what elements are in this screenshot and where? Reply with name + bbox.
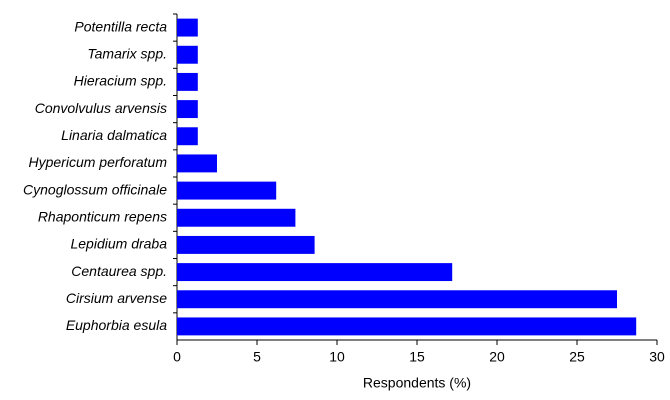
x-tick-label: 15 (409, 349, 425, 365)
bar (177, 181, 277, 200)
y-tick-label: Hypericum perforatum (29, 154, 168, 170)
x-tick-label: 10 (329, 349, 345, 365)
y-tick-label: Potentilla recta (74, 18, 167, 34)
y-tick-label: Tamarix spp. (87, 45, 167, 61)
y-tick-label: Convolvulus arvensis (35, 100, 167, 116)
x-tick-label: 5 (253, 349, 261, 365)
bar (177, 290, 617, 309)
x-tick-label: 0 (173, 349, 181, 365)
y-tick-label: Lepidium draba (70, 236, 167, 252)
y-tick-label: Euphorbia esula (66, 317, 167, 333)
bar (177, 235, 315, 254)
x-axis-label: Respondents (%) (363, 375, 471, 391)
y-tick-label: Linaria dalmatica (61, 127, 167, 143)
x-tick-label: 30 (649, 349, 665, 365)
bar (177, 154, 217, 173)
bar (177, 263, 453, 282)
bar (177, 127, 198, 146)
bar (177, 100, 198, 119)
x-tick-label: 25 (569, 349, 585, 365)
y-tick-label: Hieracium spp. (74, 73, 167, 89)
bar (177, 317, 637, 336)
y-tick-label: Centaurea spp. (71, 263, 167, 279)
x-tick-label: 20 (489, 349, 505, 365)
bar (177, 18, 198, 37)
bar (177, 72, 198, 91)
y-tick-label: Cirsium arvense (66, 290, 167, 306)
bar (177, 208, 296, 227)
y-tick-label: Cynoglossum officinale (23, 181, 167, 197)
y-tick-label: Rhaponticum repens (38, 208, 167, 224)
bar (177, 45, 198, 64)
